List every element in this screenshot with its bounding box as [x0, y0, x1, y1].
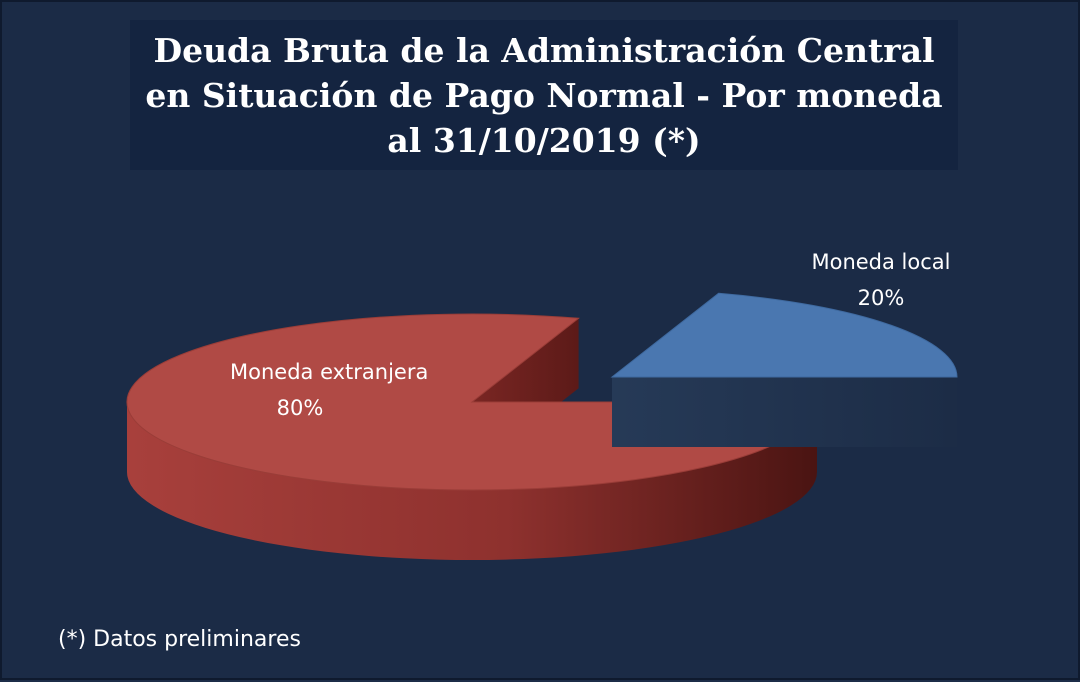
- slice-side-moneda-extranjera: [127, 402, 817, 560]
- slice-top-moneda-local: [610, 292, 958, 378]
- slice-percent: 20%: [857, 286, 905, 310]
- slice-name: Moneda local: [811, 250, 951, 274]
- slice-side-moneda-local: [612, 377, 957, 447]
- title-box: Deuda Bruta de la Administración Central…: [130, 20, 958, 170]
- slice-name: Moneda extranjera: [230, 360, 429, 384]
- slice-label-moneda-local: Moneda local 20%: [792, 244, 970, 316]
- slice-label-moneda-extranjera: Moneda extranjera 80%: [230, 354, 429, 426]
- slice-percent: 80%: [276, 396, 324, 420]
- footnote: (*) Datos preliminares: [58, 627, 301, 652]
- chart-title: Deuda Bruta de la Administración Central…: [145, 30, 943, 160]
